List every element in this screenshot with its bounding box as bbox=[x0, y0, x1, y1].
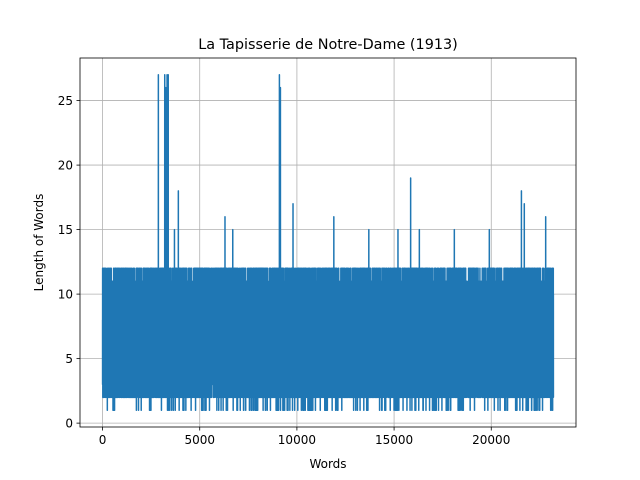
chart-title: La Tapisserie de Notre-Dame (1913) bbox=[198, 37, 458, 53]
x-tick-label: 10000 bbox=[278, 433, 316, 447]
plot-frame bbox=[79, 57, 577, 428]
y-tick-label: 0 bbox=[65, 416, 73, 430]
y-tick-label: 25 bbox=[58, 94, 73, 108]
series-line-path bbox=[101, 74, 555, 411]
x-tick-label: 0 bbox=[99, 433, 107, 447]
x-axis-label: Words bbox=[309, 457, 346, 471]
y-tick-label: 10 bbox=[58, 287, 73, 301]
x-tick-label: 5000 bbox=[184, 433, 215, 447]
x-tick-label: 15000 bbox=[375, 433, 413, 447]
x-axis: 0 5000 10000 15000 20000 bbox=[99, 427, 510, 447]
y-axis: 0 5 10 15 20 25 bbox=[58, 94, 80, 430]
series-line bbox=[101, 74, 555, 411]
y-tick-label: 20 bbox=[58, 158, 73, 172]
x-tick-label: 20000 bbox=[472, 433, 510, 447]
y-tick-label: 15 bbox=[58, 223, 73, 237]
y-tick-label: 5 bbox=[65, 352, 73, 366]
y-axis-label: Length of Words bbox=[32, 194, 46, 292]
